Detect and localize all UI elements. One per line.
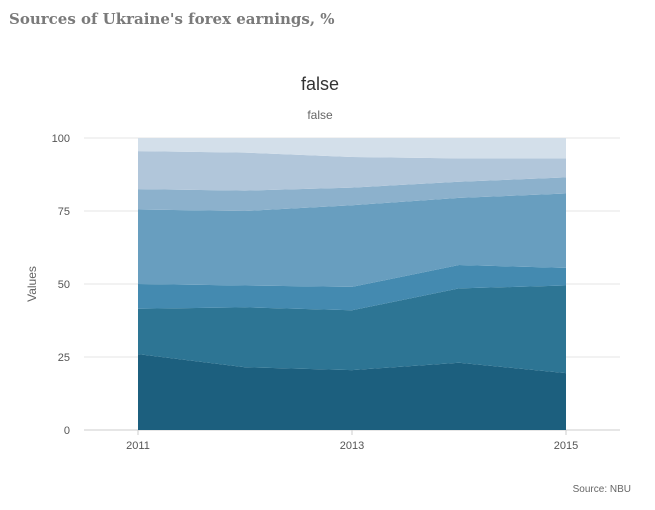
area-series-1 — [138, 354, 566, 430]
page-title: Sources of Ukraine's forex earnings, % — [9, 10, 335, 28]
source-note: Source: NBU — [572, 484, 631, 495]
y-tick-label: 25 — [58, 352, 70, 364]
area-series-3 — [138, 265, 566, 311]
y-tick-label: 50 — [58, 279, 70, 291]
y-tick-label: 100 — [52, 133, 70, 145]
chart-title: false — [301, 74, 339, 94]
axes: 0 25 50 75 100 2011 2013 2015 — [52, 133, 579, 452]
x-tick-label: 2011 — [126, 440, 150, 452]
x-tick-label: 2013 — [340, 440, 364, 452]
chart-subtitle: false — [307, 108, 333, 122]
y-tick-label: 75 — [58, 206, 70, 218]
area-series-4 — [138, 193, 566, 287]
plot-areas — [138, 138, 566, 430]
area-series-5 — [138, 177, 566, 211]
x-tick-label: 2015 — [554, 440, 578, 452]
y-axis-label: Values — [25, 266, 39, 302]
area-series-7 — [138, 138, 566, 159]
y-tick-label: 0 — [64, 425, 70, 437]
area-series-6 — [138, 151, 566, 191]
